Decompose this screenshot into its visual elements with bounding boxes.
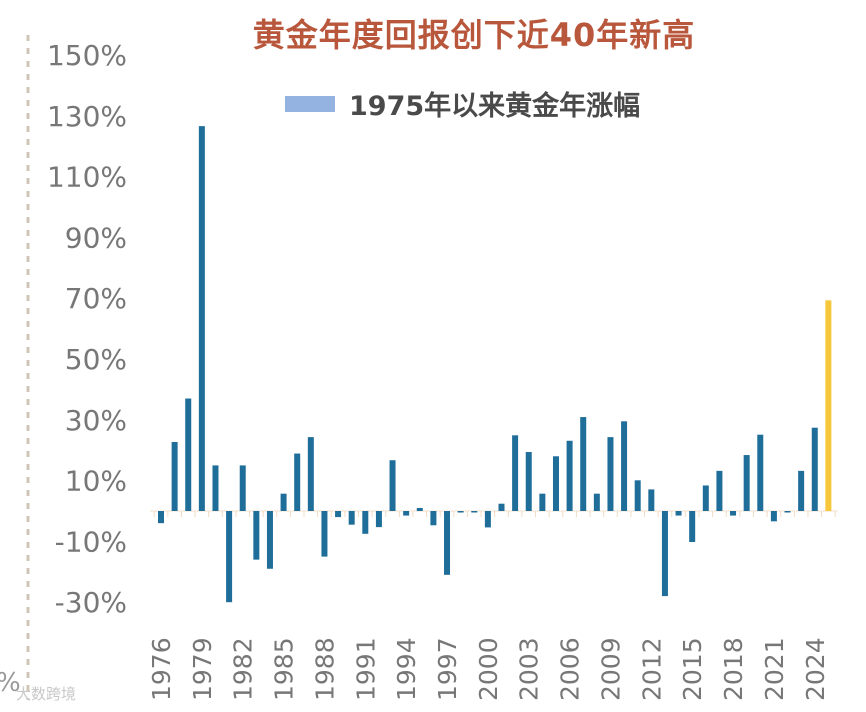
y-tick-label: 70% [65, 282, 127, 315]
cropped-text: % [0, 668, 21, 698]
bar-1976 [158, 511, 164, 524]
bar-1997 [444, 511, 451, 575]
bar-2016 [702, 485, 709, 511]
y-tick-label: 10% [65, 465, 127, 498]
x-tick-label: 1979 [188, 637, 217, 701]
bar-2009 [607, 437, 614, 511]
bar-1995 [416, 507, 423, 511]
bar-1979 [198, 126, 205, 512]
x-tick-label: 2021 [760, 637, 789, 701]
bar-1985 [280, 493, 287, 511]
bar-2018 [730, 511, 737, 516]
x-tick-label: 1988 [310, 637, 339, 701]
x-tick-label: 1991 [351, 637, 380, 701]
bar-1993 [389, 460, 396, 511]
x-tick-label: 2003 [515, 637, 544, 701]
bar-1981 [226, 511, 233, 603]
bar-2021 [770, 511, 777, 522]
bar-1978 [185, 398, 192, 511]
bar-2001 [498, 503, 505, 511]
bar-1986 [294, 453, 301, 511]
y-tick-label: 30% [65, 404, 127, 437]
watermark: 大数跨境 [16, 685, 77, 703]
bar-1990 [348, 511, 355, 525]
bar-2014 [675, 511, 682, 516]
y-tick-label: 150% [47, 39, 127, 72]
y-tick-label: 90% [65, 221, 127, 254]
x-tick-label: 2000 [474, 637, 503, 701]
bar-1994 [403, 511, 410, 516]
bar-2004 [539, 493, 546, 511]
x-tick-label: 1976 [147, 637, 176, 701]
x-tick-label: 2006 [556, 637, 585, 701]
legend: 1975年以来黄金年涨幅 [285, 84, 640, 123]
legend-swatch [285, 95, 335, 112]
bar-1987 [307, 437, 314, 511]
bar-2013 [661, 511, 668, 597]
bar-2024 [811, 427, 818, 511]
bar-2006 [566, 440, 573, 511]
x-tick-label: 1994 [392, 637, 421, 701]
bar-1989 [335, 511, 342, 518]
bar-1980 [212, 465, 219, 511]
bar-1988 [321, 511, 328, 557]
bar-2020 [757, 434, 764, 511]
bar-2002 [512, 435, 519, 511]
bar-2000 [484, 511, 491, 528]
x-tick-label: 2024 [801, 637, 830, 701]
x-tick-label: 2009 [596, 637, 625, 701]
bar-1992 [375, 511, 382, 528]
y-tick-label: -30% [55, 586, 127, 619]
x-tick-label: 2012 [637, 637, 666, 701]
bar-1982 [239, 465, 246, 511]
y-tick-label: -10% [55, 525, 127, 558]
bar-1983 [253, 511, 260, 560]
bar-1977 [171, 441, 178, 511]
bar-2005 [552, 456, 559, 511]
legend-label: 1975年以来黄金年涨幅 [349, 91, 641, 122]
bar-2019 [743, 455, 750, 511]
x-tick-label: 1982 [229, 637, 258, 701]
bar-1999 [471, 511, 478, 513]
x-tick-label: 1985 [270, 637, 299, 701]
y-tick-label: 50% [65, 343, 127, 376]
x-tick-label: 2018 [719, 637, 748, 701]
bar-1984 [266, 511, 273, 569]
bar-2022 [784, 511, 791, 513]
bar-2007 [580, 417, 587, 511]
bar-2025 [825, 300, 832, 511]
bar-1996 [430, 511, 437, 526]
chart-title: 黄金年度回报创下近40年新高 [252, 16, 696, 54]
x-tick-label: 2015 [678, 637, 707, 701]
bar-2003 [525, 452, 532, 511]
bar-2008 [593, 493, 600, 511]
bar-2012 [648, 489, 655, 511]
bar-2010 [621, 421, 628, 511]
x-tick-label: 1997 [433, 637, 462, 701]
bar-1998 [457, 511, 464, 513]
bar-2015 [689, 511, 696, 543]
bar-2011 [634, 480, 641, 511]
bar-2017 [716, 470, 723, 511]
bar-2023 [798, 470, 805, 511]
y-tick-label: 110% [47, 161, 127, 194]
y-tick-label: 130% [47, 100, 127, 133]
bar-1991 [362, 511, 369, 534]
